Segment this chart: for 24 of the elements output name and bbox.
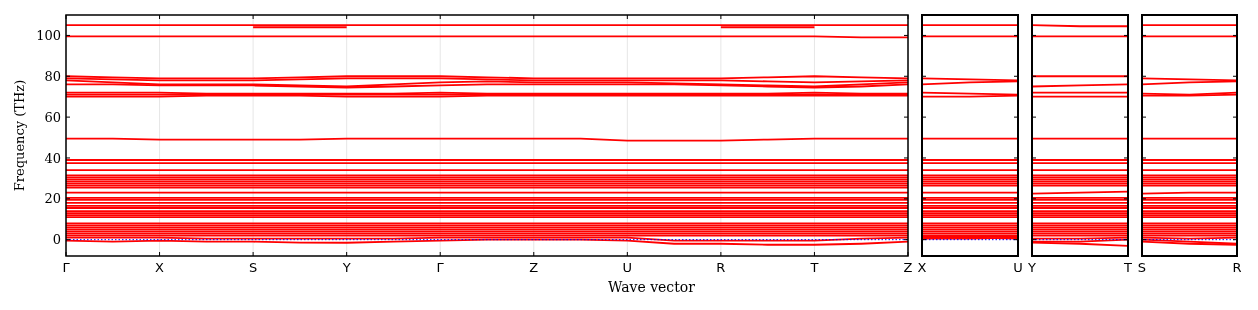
x-tick-label: Γ xyxy=(436,260,445,275)
y-tick-label: 40 xyxy=(44,150,61,166)
x-tick-label: T xyxy=(809,260,819,275)
x-tick-label: T xyxy=(1123,260,1133,275)
x-tick-label: Z xyxy=(529,260,539,275)
x-tick-label: U xyxy=(1013,260,1023,275)
x-tick-label: S xyxy=(248,260,258,275)
y-tick-label: 0 xyxy=(52,232,61,248)
x-tick-label: R xyxy=(1232,260,1242,275)
y-tick-label: 20 xyxy=(44,191,61,207)
y-tick-label: 80 xyxy=(44,68,61,84)
y-tick-label: 100 xyxy=(36,27,61,43)
x-tick-label: X xyxy=(155,260,165,275)
y-axis-title: Frequency (THz) xyxy=(12,79,27,192)
x-tick-label: Z xyxy=(903,260,913,275)
x-axis-title: Wave vector xyxy=(608,279,696,295)
x-tick-label: Γ xyxy=(62,260,71,275)
x-tick-label: U xyxy=(622,260,633,275)
x-tick-label: R xyxy=(716,260,726,275)
x-tick-label: Y xyxy=(1027,260,1037,275)
x-tick-label: S xyxy=(1137,260,1147,275)
y-tick-label: 60 xyxy=(44,109,61,125)
x-tick-label: X xyxy=(917,260,927,275)
x-tick-label: Y xyxy=(341,260,351,275)
